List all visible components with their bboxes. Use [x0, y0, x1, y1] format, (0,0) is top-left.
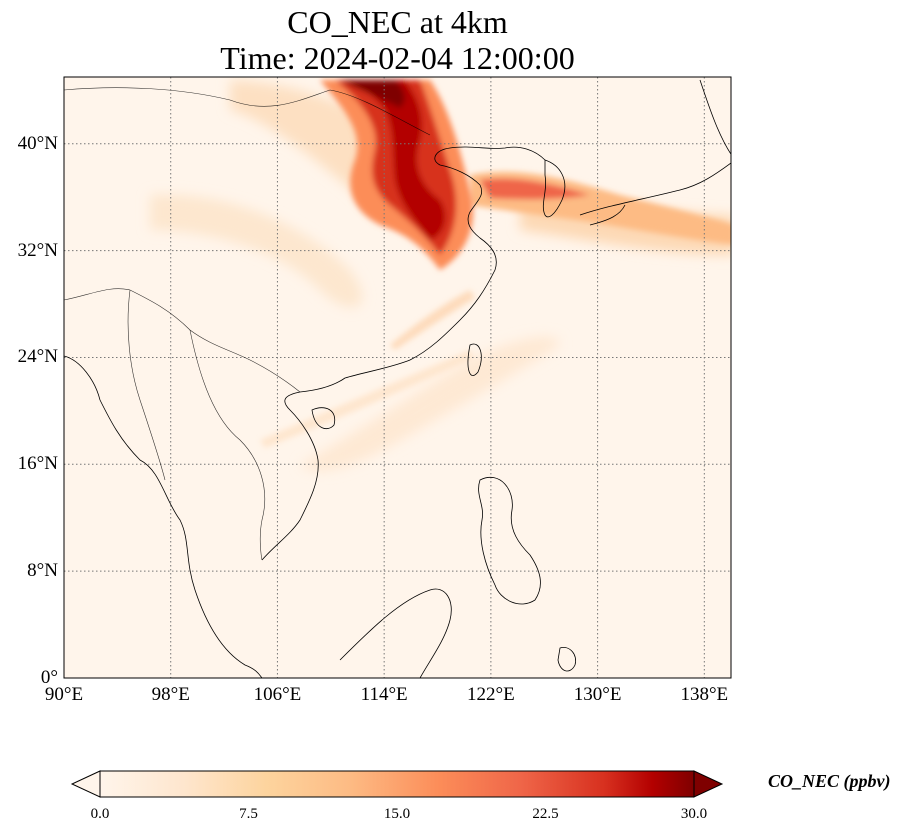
- title-line1: CO_NEC at 4km: [287, 4, 508, 40]
- y-tick-label: 40°N: [17, 132, 58, 154]
- colorbar-tick-label: 22.5: [532, 806, 559, 822]
- colorbar-tick-label: 15.0: [383, 806, 411, 822]
- title-line2: Time: 2024-02-04 12:00:00: [220, 40, 575, 76]
- plume-south-diffuse: [300, 336, 560, 471]
- plume-west-diffuse: [150, 194, 363, 308]
- x-tick-label: 138°E: [680, 684, 729, 705]
- coastlines: [64, 79, 731, 678]
- concentration-field: [150, 80, 731, 471]
- coastline-korea: [542, 159, 566, 218]
- y-tick-label: 24°N: [17, 346, 58, 368]
- plume-east-band: [470, 171, 731, 245]
- x-tick-label: 106°E: [253, 684, 302, 705]
- plume-streak-2: [260, 350, 474, 448]
- country-borders: [64, 87, 431, 561]
- coastline-borneo: [339, 588, 452, 678]
- colorbar-tick-label: 7.5: [239, 806, 258, 822]
- colorbar-extend-min: [70, 770, 101, 798]
- coastline-kyushu: [589, 204, 626, 226]
- x-tick-label: 114°E: [360, 684, 408, 705]
- y-tick-label: 8°N: [27, 560, 58, 582]
- plume-main-inner: [345, 80, 446, 240]
- colorbar-label: CO_NEC (ppbv): [768, 771, 891, 791]
- map-frame: [63, 76, 732, 679]
- coastline-taiwan: [467, 343, 482, 376]
- coastline-philippines: [478, 477, 541, 605]
- x-tick-label: 90°E: [44, 684, 84, 705]
- y-tick-label: 0°: [40, 667, 58, 688]
- colorbar-extend-max: [693, 770, 724, 798]
- coastline-china-east: [261, 146, 546, 561]
- gridlines: [64, 77, 731, 678]
- colorbar-tick-label: 0.0: [90, 806, 110, 822]
- colorbar: [70, 770, 724, 798]
- y-tick-label: 16°N: [17, 453, 58, 475]
- colorbar-tick-label: 30.0: [680, 806, 708, 822]
- plume-east-core: [480, 178, 590, 200]
- coastline-indochina-west: [64, 355, 263, 678]
- y-tick-label: 32°N: [17, 239, 58, 261]
- x-tick-label: 130°E: [573, 684, 622, 705]
- colorbar-ramp: [99, 770, 695, 798]
- coastline-hainan: [311, 407, 336, 430]
- border-indochina: [189, 329, 266, 561]
- border-mongolia: [64, 87, 431, 136]
- plume-streak-1: [390, 290, 475, 350]
- coastline-sulawesi: [557, 647, 577, 672]
- coastline-japan-south: [579, 162, 731, 216]
- x-tick-label: 98°E: [151, 684, 190, 705]
- border-myanmar: [127, 289, 166, 481]
- border-china-south: [64, 288, 301, 393]
- plume-main-band: [320, 80, 474, 270]
- x-tick-label: 122°E: [467, 684, 515, 705]
- plume-peak: [340, 80, 405, 108]
